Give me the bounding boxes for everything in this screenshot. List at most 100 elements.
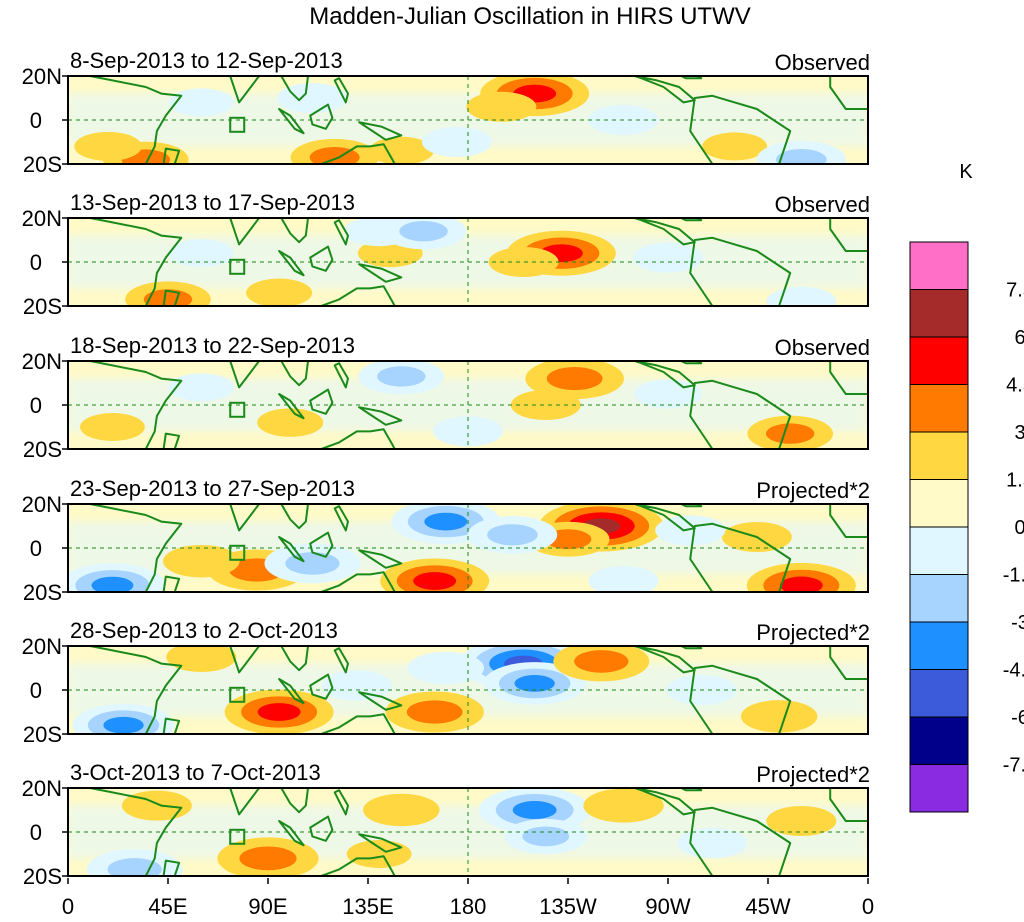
lon-tick-label: 180 — [450, 894, 487, 919]
coastline — [218, 646, 261, 674]
coastline — [680, 361, 703, 365]
coastline — [829, 218, 868, 252]
colorbar-swatch — [909, 289, 969, 338]
colorbar-tick-label: 1.5 — [1006, 470, 1024, 492]
coastline — [280, 788, 309, 814]
coastline — [358, 691, 403, 711]
panel-date-range: 28-Sep-2013 to 2-Oct-2013 — [70, 618, 338, 643]
anomaly-contour — [168, 373, 234, 402]
anomaly-contour — [488, 247, 559, 277]
colorbar-swatch — [909, 526, 969, 575]
region-box — [229, 116, 246, 133]
anomaly-contour — [655, 515, 726, 546]
panels-group: 8-Sep-2013 to 12-Sep-2013 Observed 20N 0… — [22, 48, 870, 889]
anomaly-contour — [257, 408, 324, 437]
lon-tick-label: 135W — [539, 894, 597, 919]
anomaly-contour — [779, 576, 823, 592]
coastline — [829, 76, 868, 110]
anomaly-contour — [103, 716, 144, 734]
coastline — [162, 289, 181, 306]
anomaly-contour — [522, 826, 570, 847]
coastline — [633, 646, 696, 674]
coastline — [689, 236, 792, 306]
colorbar-tick-label: -7.5 — [1003, 755, 1024, 777]
coastline — [633, 361, 696, 389]
panel-type-label: Projected*2 — [756, 762, 870, 787]
anomaly-contour — [574, 650, 629, 673]
anomaly-contour — [143, 289, 193, 306]
colorbar-tick-label: -1.5 — [1003, 565, 1024, 587]
lon-tick-label: 45E — [148, 894, 187, 919]
coastline — [358, 406, 403, 426]
panel-map — [62, 217, 869, 307]
coastline — [358, 263, 403, 283]
coastline — [333, 505, 349, 532]
colorbar-tick-label: 4.5 — [1006, 375, 1024, 397]
anomaly-contour — [163, 544, 240, 578]
coastline — [358, 121, 403, 141]
coastline — [333, 77, 349, 104]
coastline — [162, 575, 181, 592]
coastline — [680, 218, 703, 222]
panel: 8-Sep-2013 to 12-Sep-2013 Observed 20N 0… — [22, 48, 870, 177]
coastline — [68, 218, 183, 306]
coastline — [218, 361, 261, 389]
lat-label-eq: 0 — [30, 393, 42, 418]
coastline — [829, 504, 868, 538]
coastline — [280, 361, 309, 387]
lat-label-eq: 0 — [30, 536, 42, 561]
region-box — [229, 401, 246, 418]
coastline — [280, 646, 309, 672]
panel-type-label: Observed — [775, 335, 870, 360]
panel: 13-Sep-2013 to 17-Sep-2013 Observed 20N … — [22, 190, 870, 319]
lat-label-eq: 0 — [30, 678, 42, 703]
region-box — [229, 258, 246, 275]
anomaly-contour — [407, 651, 485, 685]
lon-tick-label: 0 — [62, 894, 74, 919]
lat-label-20n: 20N — [22, 492, 62, 517]
figure-title: Madden-Julian Oscillation in HIRS UTWV — [309, 3, 750, 30]
colorbar-tick-label: 6 — [1014, 327, 1024, 349]
anomaly-contour — [702, 132, 768, 161]
panel-date-range: 8-Sep-2013 to 12-Sep-2013 — [70, 48, 343, 73]
coastline — [829, 361, 868, 395]
colorbar-swatch — [909, 669, 969, 718]
anomaly-contour — [583, 788, 664, 823]
anomaly-contour — [363, 793, 440, 827]
anomaly-contour — [246, 278, 313, 306]
colorbar-tick-label: -3 — [1011, 612, 1024, 634]
colorbar-units: K — [959, 161, 973, 183]
panel: 3-Oct-2013 to 7-Oct-2013 Projected*2 20N… — [22, 760, 870, 889]
coastline — [309, 531, 334, 558]
anomaly-contour — [377, 366, 426, 387]
colorbar-tick-label: 3 — [1014, 422, 1024, 444]
panel: 28-Sep-2013 to 2-Oct-2013 Projected*2 20… — [22, 618, 870, 747]
colorbar-tick-label: -4.5 — [1003, 660, 1024, 682]
colorbar-swatch — [909, 336, 969, 385]
panel: 18-Sep-2013 to 22-Sep-2013 Observed 20N … — [22, 333, 870, 462]
anomaly-contour — [546, 367, 603, 391]
anomaly-contour — [277, 83, 348, 113]
coastline — [633, 504, 696, 532]
region-box — [229, 828, 246, 845]
coastline — [680, 646, 703, 650]
lat-label-20s: 20S — [23, 864, 62, 889]
colorbar-swatch — [909, 574, 969, 623]
coastline — [309, 815, 334, 842]
lat-label-20s: 20S — [23, 722, 62, 747]
anomaly-contour — [776, 149, 827, 164]
coastline — [333, 219, 349, 246]
anomaly-contour — [433, 416, 503, 447]
anomaly-contour — [514, 675, 555, 692]
colorbar-swatch — [909, 716, 969, 765]
coastline — [218, 504, 261, 532]
anomaly-contour — [424, 512, 468, 531]
colorbar: 7.5 6 4.5 3 1.5 0 -1.5 -3 -4.5 -6 -7.5 — [909, 241, 1024, 813]
coastline — [829, 788, 868, 822]
coastline — [68, 646, 183, 734]
coastline — [162, 147, 181, 164]
coastline — [280, 76, 309, 102]
coastline — [278, 393, 305, 420]
coastline — [162, 717, 181, 734]
coastline — [689, 806, 792, 876]
